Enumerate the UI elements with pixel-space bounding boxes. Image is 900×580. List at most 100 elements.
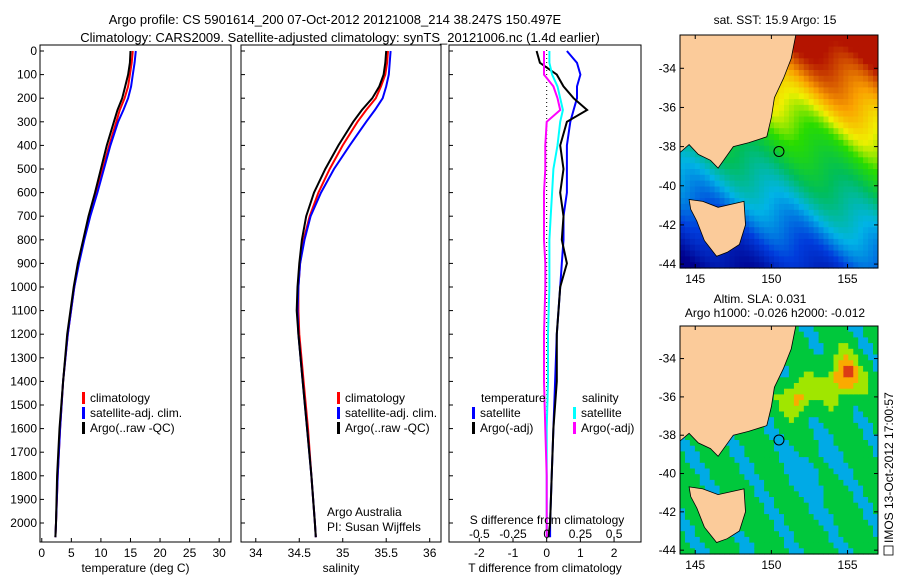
map-cell bbox=[724, 256, 730, 263]
map-cell bbox=[813, 405, 820, 413]
map-cell bbox=[769, 157, 775, 164]
map-cell bbox=[873, 354, 879, 361]
map-cell bbox=[680, 209, 686, 217]
map-cell bbox=[774, 422, 780, 430]
map-cell bbox=[813, 52, 820, 59]
map-cell bbox=[828, 388, 834, 395]
map-cell bbox=[873, 227, 879, 234]
map-cell bbox=[724, 169, 730, 176]
map-cell bbox=[863, 457, 869, 464]
map-cell bbox=[788, 502, 795, 509]
map-cell bbox=[863, 174, 869, 182]
map-cell bbox=[813, 542, 820, 549]
map-cell bbox=[689, 151, 696, 158]
map-cell bbox=[803, 497, 810, 504]
map-cell bbox=[813, 451, 820, 458]
map-cell bbox=[813, 360, 820, 367]
map-cell bbox=[853, 52, 859, 59]
map-cell bbox=[838, 479, 844, 487]
map-cell bbox=[843, 203, 849, 211]
map-cell bbox=[823, 479, 829, 487]
map-cell bbox=[774, 198, 780, 205]
map-cell bbox=[779, 215, 785, 222]
map-cell bbox=[798, 394, 805, 401]
map-cell bbox=[813, 233, 820, 240]
map-cell bbox=[843, 383, 849, 390]
map-cell bbox=[734, 198, 740, 205]
map-cell bbox=[863, 93, 869, 100]
map-cell bbox=[833, 99, 839, 106]
map-cell bbox=[848, 388, 854, 395]
map-cell bbox=[719, 479, 726, 487]
plot-frame bbox=[39, 44, 232, 543]
map-cell bbox=[818, 116, 825, 123]
map-cell bbox=[680, 169, 686, 176]
map-cell bbox=[788, 186, 795, 193]
map-cell bbox=[813, 326, 820, 333]
map-cell bbox=[759, 468, 765, 475]
x-tick-label: -1 bbox=[508, 546, 519, 560]
map-cell bbox=[803, 250, 810, 257]
map-cell bbox=[759, 157, 765, 164]
map-cell bbox=[833, 422, 839, 430]
map-cell bbox=[749, 151, 755, 158]
map-cell bbox=[779, 479, 785, 487]
map-cell bbox=[818, 221, 825, 228]
map-cell bbox=[868, 525, 874, 532]
map-cell bbox=[798, 434, 805, 441]
map-cell bbox=[813, 81, 820, 88]
map-cell bbox=[788, 474, 795, 481]
map-cell bbox=[709, 468, 716, 475]
map-cell bbox=[685, 203, 691, 211]
map-cell bbox=[848, 371, 854, 378]
map-cell bbox=[873, 462, 879, 470]
map-cell bbox=[858, 221, 864, 228]
map-cell bbox=[729, 180, 735, 187]
map-cell bbox=[734, 548, 740, 555]
map-cell bbox=[709, 192, 716, 199]
map-cell bbox=[868, 428, 874, 435]
map-cell bbox=[858, 262, 864, 269]
map-cell bbox=[873, 180, 879, 187]
map-cell bbox=[739, 244, 745, 252]
map-cell bbox=[828, 151, 834, 158]
map-cell bbox=[843, 134, 849, 141]
map-cell bbox=[779, 116, 785, 123]
map-cell bbox=[808, 462, 815, 470]
map-cell bbox=[863, 163, 869, 170]
map-cell bbox=[868, 548, 874, 555]
map-cell bbox=[868, 531, 874, 538]
map-cell bbox=[848, 209, 854, 217]
map-cell bbox=[863, 400, 869, 407]
map-cell bbox=[749, 203, 755, 211]
map-cell bbox=[689, 548, 696, 555]
map-cell bbox=[863, 81, 869, 88]
map-cell bbox=[798, 514, 805, 521]
map-cell bbox=[823, 99, 829, 106]
map-cell bbox=[754, 497, 760, 504]
map-cell bbox=[680, 244, 686, 252]
map-cell bbox=[858, 502, 864, 509]
map-cell bbox=[838, 169, 844, 176]
map-cell bbox=[853, 244, 859, 252]
map-cell bbox=[863, 451, 869, 458]
map-cell bbox=[853, 383, 859, 390]
map-cell bbox=[793, 244, 800, 252]
map-cell bbox=[848, 262, 854, 269]
map-cell bbox=[689, 221, 696, 228]
map-cell bbox=[779, 542, 785, 549]
map-cell bbox=[798, 542, 805, 549]
map-cell bbox=[858, 348, 864, 356]
map-cell bbox=[823, 198, 829, 205]
map-cell bbox=[868, 394, 874, 401]
map-cell bbox=[744, 536, 750, 544]
map-cell bbox=[823, 186, 829, 193]
map-cell bbox=[803, 244, 810, 252]
map-cell bbox=[808, 479, 815, 487]
map-cell bbox=[863, 99, 869, 106]
map-cell bbox=[788, 531, 795, 538]
map-cell bbox=[808, 405, 815, 413]
map-cell bbox=[759, 186, 765, 193]
map-cell bbox=[833, 81, 839, 88]
map-cell bbox=[685, 256, 691, 263]
